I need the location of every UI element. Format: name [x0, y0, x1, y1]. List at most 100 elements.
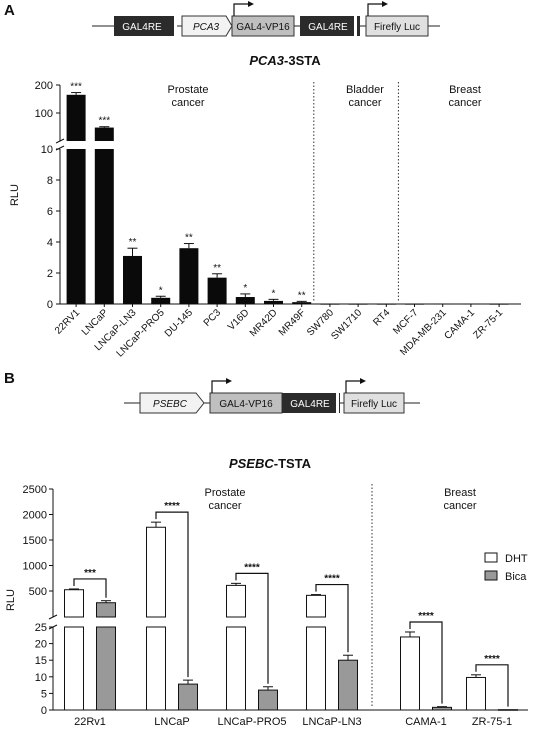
transcription-arrow-icon	[345, 380, 360, 393]
bar	[264, 300, 283, 304]
x-tick-label: 22Rv1	[74, 716, 106, 728]
bar-dht	[306, 626, 326, 711]
bar	[235, 297, 255, 304]
significance-bracket	[315, 583, 349, 653]
gal4-vp16-label: GAL4-VP16	[219, 399, 273, 410]
x-tick-label: ZR-75-1	[472, 307, 506, 341]
chart-b-title: PSEBC-TSTA	[229, 456, 312, 471]
group-label-prostate-l1: Prostate	[205, 487, 246, 499]
significance-label: *	[243, 283, 247, 294]
y-tick-label: 25	[35, 622, 47, 634]
bar-dht	[306, 594, 326, 618]
bar-bica	[432, 706, 452, 711]
y-tick-label: 200	[35, 80, 53, 92]
y-tick-label: 4	[47, 237, 53, 249]
y-tick-label: 8	[47, 175, 53, 187]
axis-break-mark	[48, 614, 58, 620]
pca3-promoter-label: PCA3	[193, 22, 220, 33]
significance-label: ****	[324, 574, 340, 585]
bar-dht	[64, 589, 84, 618]
pca3-promoter-box	[181, 15, 233, 37]
chart-b-ylabel: RLU	[5, 589, 17, 611]
transcription-arrow-icon	[367, 3, 382, 16]
chart-b-title-rest: -TSTA	[274, 456, 312, 471]
significance-label: **	[298, 290, 306, 301]
significance-label: ***	[98, 116, 110, 127]
panel-b-label: B	[4, 370, 15, 387]
bar-dht	[64, 626, 84, 711]
legend-label-dht: DHT	[505, 553, 528, 565]
y-tick-label: 0	[47, 299, 53, 311]
axis-break-mark	[55, 138, 65, 144]
x-tick-label: CAMA-1	[405, 716, 447, 728]
gal4re-label-2: GAL4RE	[308, 22, 348, 33]
legend-swatch-dht	[484, 552, 498, 563]
bar	[94, 127, 114, 141]
bar-dht	[146, 626, 166, 711]
panel-a-label: A	[4, 2, 15, 19]
x-tick-label: SW1710	[329, 307, 364, 342]
chart-a-title-rest: -3STA	[284, 53, 321, 68]
legend-swatch-bica	[484, 570, 498, 581]
firefly-luc-box	[365, 15, 429, 37]
significance-label: **	[185, 233, 193, 244]
x-tick-label: RT4	[371, 307, 392, 328]
psebc-promoter-box	[139, 392, 205, 414]
group-label-bladder-l1: Bladder	[346, 84, 384, 96]
psebc-promoter-label: PSEBC	[153, 399, 188, 410]
significance-label: ***	[84, 568, 96, 579]
y-tick-label: 2500	[23, 484, 47, 496]
firefly-luc-label: Firefly Luc	[351, 399, 397, 410]
gal4re-box-2	[300, 16, 360, 36]
significance-label: *	[159, 285, 163, 296]
y-tick-label: 20	[35, 639, 47, 651]
bar-dht	[400, 636, 420, 711]
significance-label: ****	[244, 562, 260, 573]
bar-bica	[178, 683, 198, 711]
bar	[94, 149, 114, 304]
x-tick-label: DU-145	[163, 307, 195, 339]
significance-label: ****	[164, 501, 180, 512]
gal4-vp16-label: GAL4-VP16	[236, 22, 290, 33]
significance-label: ****	[484, 654, 500, 665]
x-tick-label: PC3	[202, 307, 224, 329]
chart-a-title: PCA3-3STA	[249, 53, 321, 68]
bar-dht	[146, 526, 166, 618]
bar	[123, 255, 142, 304]
y-tick-label: 100	[35, 108, 53, 120]
significance-label: **	[129, 237, 137, 248]
significance-bracket	[155, 511, 189, 678]
bar	[151, 297, 171, 304]
bar-bica	[338, 659, 358, 711]
x-tick-label: LNCaP-LN3	[302, 716, 361, 728]
legend-label-bica: Bica	[505, 571, 527, 583]
group-label-breast-l2: cancer	[448, 97, 481, 109]
x-tick-label: MR42D	[248, 307, 280, 339]
bar	[66, 149, 86, 304]
group-label-prostate-l2: cancer	[171, 97, 204, 109]
chart-a-ylabel: RLU	[9, 184, 21, 206]
group-label-prostate-l1: Prostate	[168, 84, 209, 96]
y-tick-label: 10	[35, 672, 47, 684]
significance-bracket	[409, 621, 443, 704]
bar-dht	[226, 584, 246, 618]
bar-dht	[466, 676, 486, 711]
significance-label: *	[272, 288, 276, 299]
x-tick-label: 22RV1	[53, 307, 83, 337]
x-tick-label: V16D	[226, 307, 251, 332]
construct-a-diagram: GAL4RE PCA3 GAL4-VP16 GAL4RE Firefly Luc	[92, 1, 440, 37]
y-tick-label: 500	[29, 586, 47, 598]
gal4re-label: GAL4RE	[290, 399, 330, 410]
group-label-bladder-l2: cancer	[348, 97, 381, 109]
bar-bica	[96, 626, 116, 711]
gal4re-box	[282, 393, 340, 413]
gal4re-label: GAL4RE	[122, 22, 162, 33]
y-tick-label: 0	[41, 705, 47, 717]
chart-b-legend: DHT Bica	[484, 552, 528, 583]
significance-label: ****	[418, 611, 434, 622]
significance-bracket	[235, 572, 269, 684]
firefly-luc-label: Firefly Luc	[374, 22, 420, 33]
bar	[179, 248, 199, 304]
x-tick-label: ZR-75-1	[472, 716, 512, 728]
x-tick-label: CAMA-1	[443, 307, 478, 342]
